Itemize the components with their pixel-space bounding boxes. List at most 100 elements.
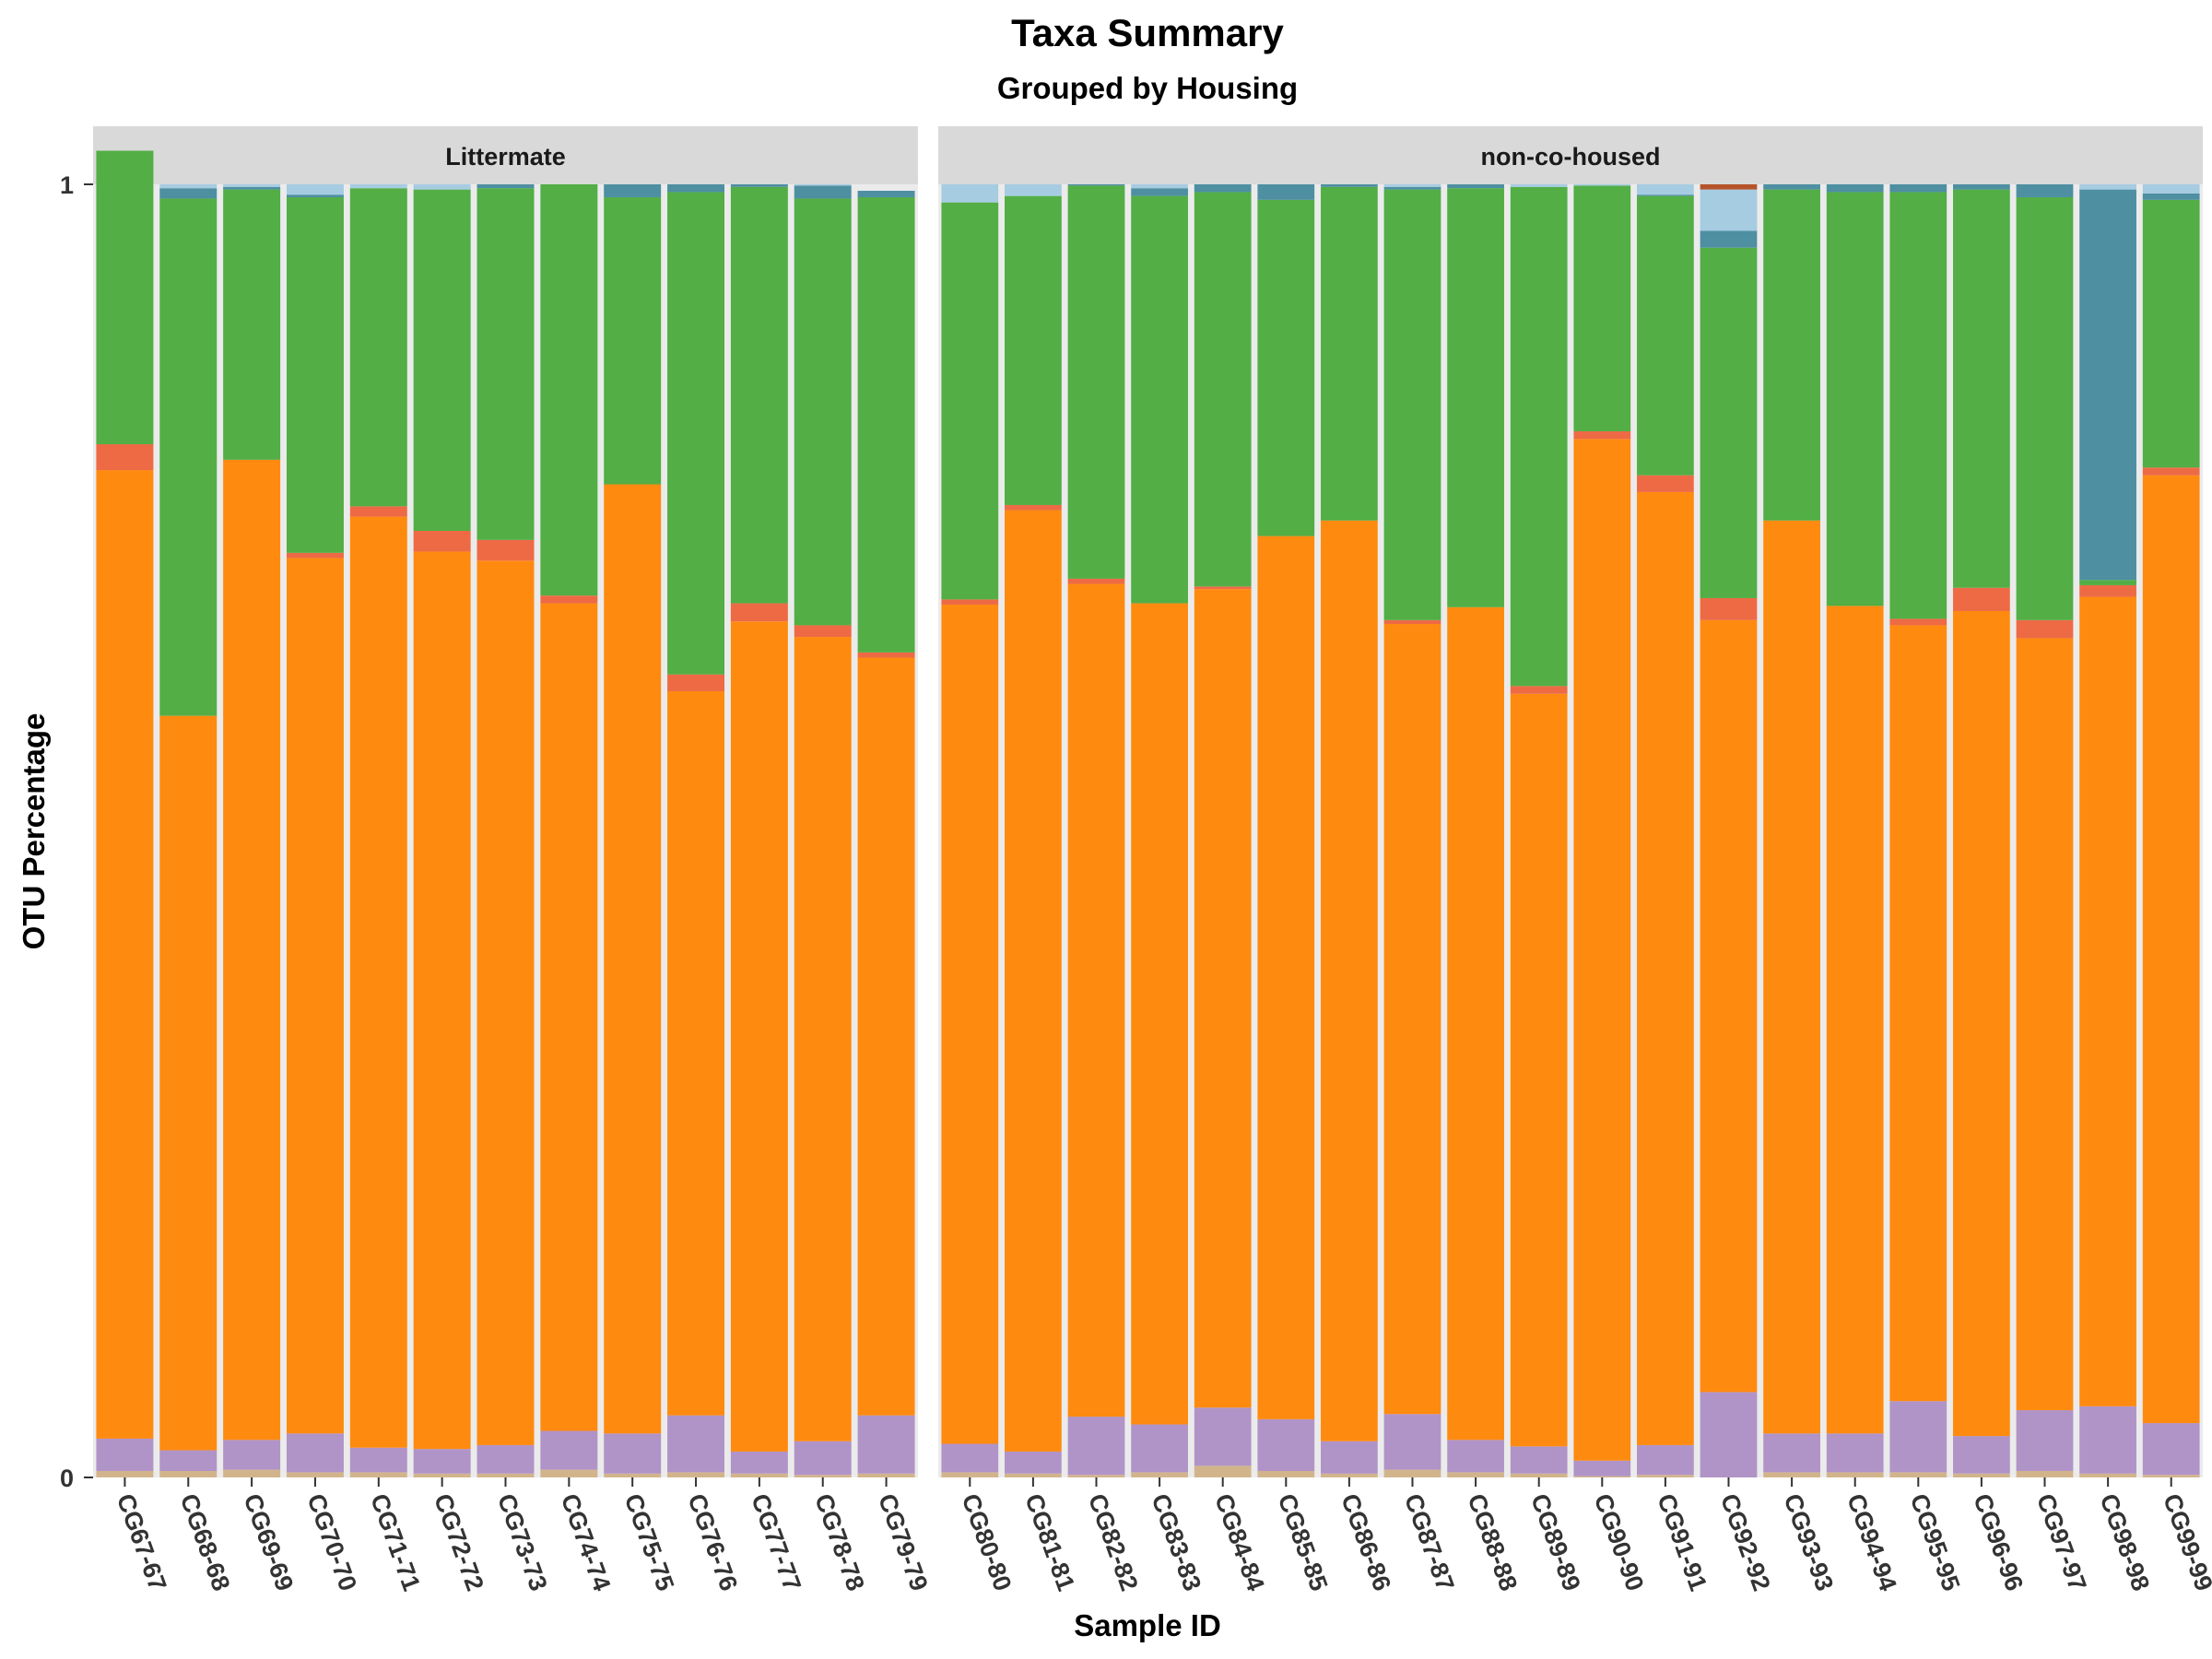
bar-segment: [477, 1473, 535, 1477]
bar-segment: [2142, 1423, 2200, 1476]
x-tick-label: CG76-76: [682, 1490, 743, 1594]
x-tick-label: CG90-90: [1589, 1490, 1650, 1594]
bar-segment: [413, 531, 471, 552]
bar-segment: [1763, 189, 1820, 521]
bar-segment: [2142, 467, 2200, 476]
bar-segment: [1700, 230, 1758, 248]
bar-segment: [604, 197, 662, 485]
bar-segment: [1573, 430, 1631, 440]
bar-segment: [1510, 686, 1568, 694]
bar-segment: [223, 189, 281, 460]
bar-segment: [1321, 184, 1378, 187]
bar-segment: [1889, 1472, 1947, 1477]
bar-CG93-93: [1763, 184, 1820, 1477]
bar-segment: [1005, 195, 1062, 505]
bar-segment: [96, 444, 154, 471]
bar-segment: [1321, 1473, 1378, 1477]
bar-segment: [794, 637, 852, 1441]
bar-segment: [1637, 475, 1694, 492]
bar-CG78-78: [794, 184, 852, 1477]
bar-segment: [413, 189, 471, 532]
bar-segment: [1763, 184, 1820, 190]
bar-CG68-68: [159, 184, 218, 1477]
bar-segment: [1067, 184, 1125, 186]
bar-segment: [1826, 1472, 1884, 1477]
bar-CG84-84: [1194, 184, 1252, 1477]
bar-segment: [1826, 184, 1884, 193]
bar-segment: [857, 652, 915, 658]
bar-segment: [667, 184, 725, 193]
bar-segment: [2016, 619, 2074, 639]
bar-segment: [2142, 199, 2200, 468]
bar-segment: [1637, 1475, 1694, 1477]
bar-segment: [667, 690, 725, 1416]
bar-CG83-83: [1131, 184, 1188, 1477]
bar-segment: [1257, 1470, 1315, 1477]
bar-segment: [477, 539, 535, 561]
x-tick-label: CG84-84: [1209, 1490, 1270, 1594]
bar-CG90-90: [1573, 184, 1631, 1477]
bar-CG81-81: [1005, 184, 1062, 1477]
bar-segment: [286, 197, 344, 553]
bar-segment: [2079, 584, 2136, 597]
bar-segment: [730, 1451, 788, 1474]
y-tick-label-top: 1: [60, 171, 74, 199]
x-tick-label: CG83-83: [1146, 1490, 1206, 1594]
x-axis-title: Sample ID: [1074, 1608, 1221, 1642]
bar-CG88-88: [1447, 184, 1504, 1477]
bar-segment: [941, 1443, 999, 1473]
bar-segment: [286, 1472, 344, 1477]
x-tick-label: CG74-74: [556, 1490, 617, 1594]
bar-segment: [96, 1438, 154, 1471]
bar-segment: [159, 1450, 218, 1471]
bar-CG67-67: [96, 150, 154, 1477]
bar-segment: [286, 194, 344, 198]
bar-segment: [286, 1433, 344, 1473]
bar-segment: [604, 1433, 662, 1474]
bar-segment: [1700, 247, 1758, 598]
bar-segment: [286, 184, 344, 195]
x-tick-label: CG94-94: [1841, 1490, 1902, 1594]
x-tick-label: CG91-91: [1652, 1490, 1712, 1594]
bar-segment: [1005, 184, 1062, 196]
bar-segment: [223, 1440, 281, 1470]
bar-segment: [667, 1415, 725, 1473]
bar-CG82-82: [1067, 184, 1125, 1477]
bar-segment: [2016, 1470, 2074, 1477]
bar-segment: [1447, 188, 1504, 607]
bar-CG72-72: [413, 184, 471, 1477]
bar-segment: [1131, 1472, 1188, 1477]
y-axis: 1 0: [60, 171, 93, 1492]
bar-segment: [1383, 184, 1441, 187]
bar-segment: [223, 184, 281, 187]
bar-segment: [730, 186, 788, 604]
bar-segment: [1700, 619, 1758, 1393]
bar-segment: [349, 506, 407, 517]
bar-segment: [1257, 535, 1315, 1419]
bar-CG76-76: [667, 184, 725, 1477]
bar-CG96-96: [1953, 184, 2010, 1477]
bar-segment: [1700, 184, 1758, 190]
bar-segment: [349, 1447, 407, 1473]
bar-segment: [1131, 184, 1188, 189]
bar-segment: [223, 186, 281, 190]
bar-segment: [2079, 1406, 2136, 1474]
bar-segment: [1131, 603, 1188, 1425]
bar-CG94-94: [1826, 184, 1884, 1477]
x-tick-label: CG79-79: [873, 1490, 934, 1594]
bar-segment: [1005, 504, 1062, 511]
x-tick-label: CG86-86: [1335, 1490, 1396, 1594]
bar-segment: [2142, 184, 2200, 194]
bar-segment: [857, 191, 915, 198]
bar-segment: [1383, 186, 1441, 190]
bar-segment: [413, 184, 471, 190]
bar-segment: [159, 1470, 218, 1477]
bar-segment: [1510, 1446, 1568, 1474]
bar-segment: [1194, 184, 1252, 193]
bar-segment: [667, 674, 725, 691]
bar-segment: [941, 604, 999, 1444]
bar-segment: [1637, 491, 1694, 1445]
bar-segment: [286, 552, 344, 559]
